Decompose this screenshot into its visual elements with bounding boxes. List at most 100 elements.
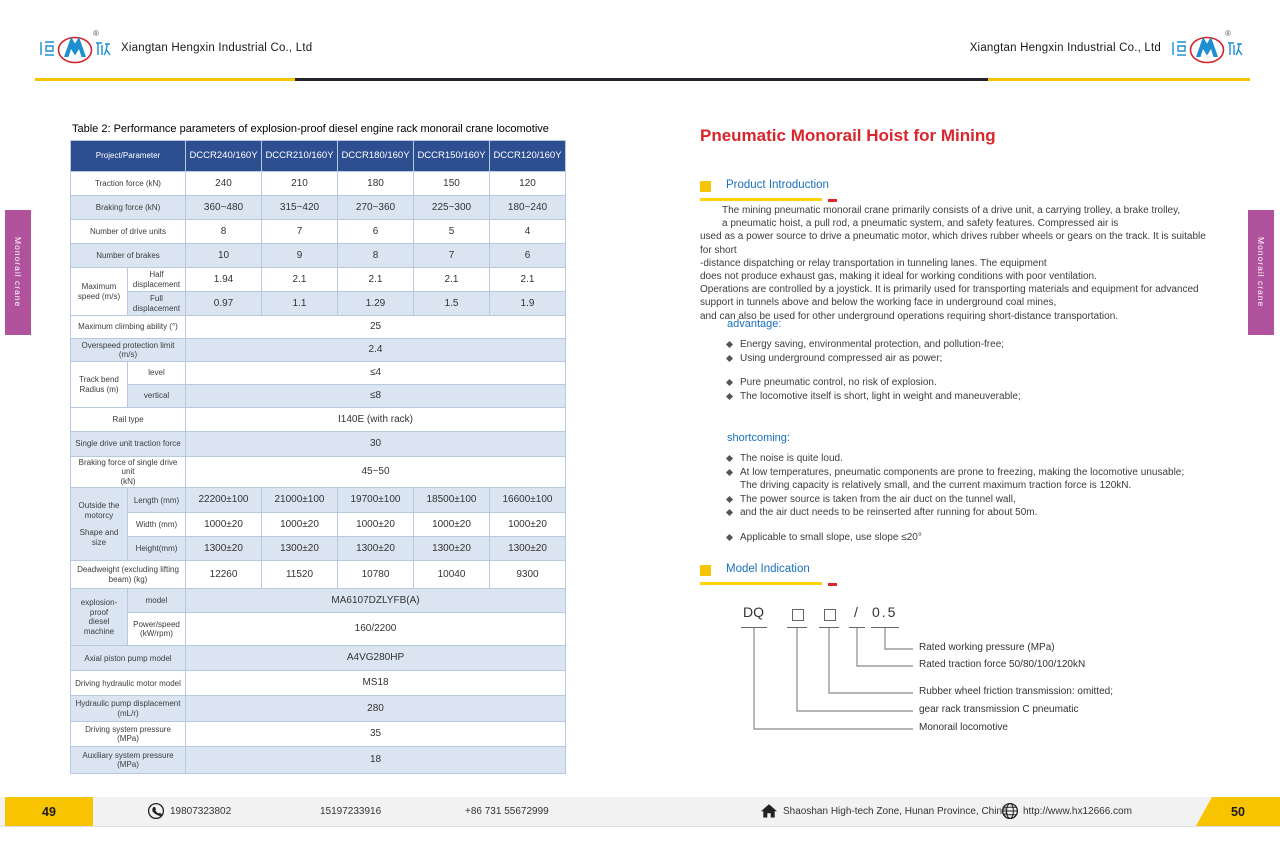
bullet-item: Energy saving, environmental protection,…: [725, 338, 1232, 352]
row-label: model: [127, 588, 186, 614]
side-tab-label: Monorail crane: [13, 237, 23, 308]
table-cell: 7: [413, 243, 490, 268]
shortcoming-list: The noise is quite loud. At low temperatu…: [725, 452, 1232, 545]
yellow-underline: [700, 582, 822, 585]
table-cell: 315~420: [261, 195, 338, 220]
bullet-diamond-icon: [725, 392, 734, 400]
footer-phone-2: 15197233916: [320, 806, 382, 817]
row-label: Half displacement: [127, 267, 186, 292]
paragraph-line: and can also be used for other undergrou…: [700, 310, 1119, 322]
row-label: Axial piston pump model: [70, 645, 186, 672]
row-group-label: Outside the motorcy Shape and size: [70, 487, 128, 562]
row-label: Driving hydraulic motor model: [70, 670, 186, 697]
table-cell: 4: [489, 219, 566, 244]
row-label: vertical: [127, 384, 186, 408]
table-row: Traction force (kN) 240 210 180 150 120: [70, 171, 566, 196]
row-label: Length (mm): [127, 487, 186, 514]
paragraph-line: -distance dispatching or relay transport…: [700, 257, 1047, 269]
table-row: Track bend Radius (m) level ≤4: [70, 361, 566, 408]
table-cell: 1.9: [489, 291, 566, 316]
side-tab-label: Monorail crane: [1256, 237, 1266, 308]
yellow-underline: [700, 198, 822, 201]
table-row: Overspeed protection limit (m/s) 2.4: [70, 338, 566, 362]
paragraph-line: a pneumatic hoist, a pull rod, a pneumat…: [722, 218, 1119, 230]
bullet-diamond-icon: [725, 454, 734, 463]
table-cell: 2.1: [413, 267, 490, 292]
bullet-text: Using underground compressed air as powe…: [740, 352, 943, 364]
model-code-part: DQ: [743, 604, 764, 620]
table-cell: 1300±20: [185, 536, 262, 562]
product-introduction-paragraph: The mining pneumatic monorail crane prim…: [700, 204, 1210, 323]
row-label: Power/speed (kW/rpm): [127, 612, 186, 647]
bullet-diamond-icon: [725, 468, 734, 476]
table-row: Outside the motorcy Shape and size Length (m…: [70, 487, 566, 562]
table-cell: 1000±20: [185, 512, 262, 538]
registered-mark: ®: [93, 29, 99, 38]
table-cell: I140E (with rack): [185, 407, 566, 432]
bullet-item: Pure pneumatic control, no risk of explo…: [725, 376, 1232, 390]
table-cell: 18500±100: [413, 487, 490, 514]
table-cell: 22200±100: [185, 487, 262, 514]
section-heading: Product Introduction: [726, 179, 829, 191]
row-label: Width (mm): [127, 512, 186, 538]
table-row: Maximum climbing ability (°) 25: [70, 315, 566, 339]
bullet-diamond-icon: [725, 508, 734, 517]
bullet-text: The noise is quite loud.: [740, 453, 843, 464]
row-label: Number of drive units: [70, 219, 186, 244]
row-label: Driving system pressure (MPa): [70, 721, 186, 748]
phone-icon: [147, 802, 165, 820]
paragraph-line: does not produce exhaust gas, making it …: [700, 271, 1097, 283]
header-rule-yellow-left: [35, 78, 295, 81]
model-connector-lines: [753, 628, 913, 730]
footer-phone-1: 19807323802: [170, 806, 232, 817]
company-name-right: Xiangtan Hengxin Industrial Co., Ltd: [969, 42, 1161, 54]
table-cell: 11520: [261, 560, 338, 590]
header-left: ® Xiangtan Hengxin Industrial Co., Ltd: [38, 26, 312, 70]
row-label: Maximum climbing ability (°): [70, 315, 186, 339]
bullet-item: Applicable to small slope, use slope ≤20…: [725, 531, 1232, 545]
yellow-square-bullet-icon: [700, 181, 711, 192]
footer-address: Shaoshan High-tech Zone, Hunan Province,…: [783, 806, 1008, 817]
bullet-text: The driving capacity is relatively small…: [740, 480, 1132, 491]
table-cell: 19700±100: [337, 487, 414, 514]
model-tick: [871, 627, 899, 628]
table-cell: 1000±20: [489, 512, 566, 538]
bullet-item: and the air duct needs to be reinserted …: [725, 506, 1232, 520]
table-cell: 1300±20: [413, 536, 490, 562]
table-cell: 30: [185, 431, 566, 457]
logo-char-xin-icon: [96, 42, 111, 56]
side-tab-right: Monorail crane: [1248, 210, 1274, 335]
header-rule-yellow-right: [988, 78, 1250, 81]
advantage-list: Energy saving, environmental protection,…: [725, 338, 1232, 404]
table-corner-header: Project/Parameter: [70, 140, 186, 172]
row-label: Rail type: [70, 407, 186, 432]
row-group-label: explosion-proof diesel machine: [70, 588, 128, 647]
table-row: Number of brakes 10 9 8 7 6: [70, 243, 566, 268]
logo-m-emblem-icon: [1196, 37, 1218, 57]
table-row: Width (mm) 1000±20 1000±20 1000±20 1000±20 10…: [71, 512, 566, 538]
model-tick: [849, 627, 865, 628]
model-placeholder-box: [792, 609, 804, 621]
paragraph-line: Operations are controlled by a joystick.…: [700, 284, 1199, 296]
footer-band: [0, 797, 1280, 827]
footer-website: http://www.hx12666.com: [1023, 806, 1132, 817]
model-code-label: Rated traction force 50/80/100/120kN: [919, 659, 1086, 670]
row-label: Deadweight (excluding lifting beam) (kg): [70, 560, 186, 590]
model-code-label: Monorail locomotive: [919, 722, 1008, 733]
home-icon: [761, 804, 777, 818]
model-code-label: gear rack transmission C pneumatic: [919, 704, 1079, 715]
table-cell: 2.1: [261, 267, 338, 292]
header-right: Xiangtan Hengxin Industrial Co., Ltd ®: [970, 26, 1244, 70]
table-cell: 7: [261, 219, 338, 244]
row-label: Height(mm): [127, 536, 186, 562]
section-heading: Model Indication: [726, 563, 810, 575]
table-title: Table 2: Performance parameters of explo…: [72, 123, 549, 135]
row-label: Braking force (kN): [70, 195, 186, 220]
bullet-diamond-icon: [725, 495, 734, 503]
bullet-item: Using underground compressed air as powe…: [725, 352, 1232, 366]
bullet-item: The locomotive itself is short, light in…: [725, 390, 1232, 404]
row-group-label: Maximum speed (m/s): [70, 267, 128, 316]
table-cell: 18: [185, 746, 566, 775]
table-column-header: DCCR240/160Y: [185, 140, 262, 172]
